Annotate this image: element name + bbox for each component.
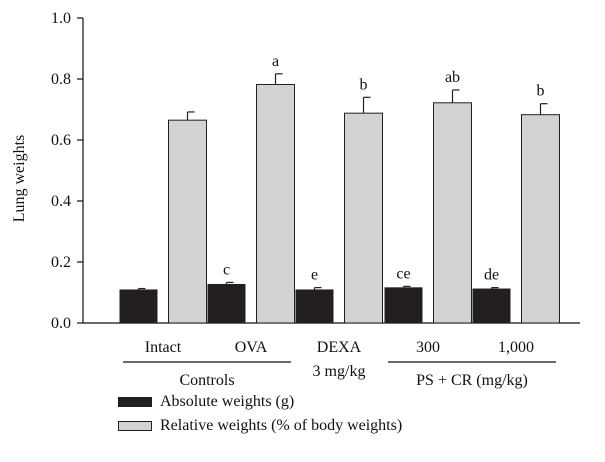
bar-absolute [119,289,158,323]
y-axis-label: Lung weights [11,135,28,223]
y-tick-label: 0.6 [51,132,71,149]
annotation-absolute: de [484,267,499,284]
x-tick-label: DEXA [317,339,362,356]
legend-swatch-relative [118,421,152,431]
y-tick-label: 0.8 [51,71,71,88]
bar-relative [256,83,295,324]
legend-item-relative: Relative weights (% of body weights) [118,417,402,435]
legend-item-absolute: Absolute weights (g) [118,393,294,411]
legend-label-absolute: Absolute weights (g) [160,393,295,410]
bar-absolute [207,283,246,323]
y-tick-label: 0.0 [51,315,71,332]
annotation-relative: ab [445,69,460,86]
bar-relative [433,102,472,324]
bar-relative [344,112,383,324]
group-label: PS + CR (mg/kg) [416,372,528,389]
y-tick-label: 0.4 [51,193,71,210]
annotation-absolute: ce [396,265,410,282]
bar-relative [521,114,560,324]
x-tick-label: 300 [416,339,440,356]
annotation-relative: b [537,83,545,100]
group-label: Controls [179,372,234,389]
bar-absolute [472,288,511,323]
legend-label-relative: Relative weights (% of body weights) [160,417,403,434]
x-tick-label: OVA [235,339,268,356]
annotation-absolute: c [223,261,230,278]
annotation-absolute: e [311,267,318,284]
bar-chart: 0.0 0.2 0.4 0.6 0.8 1.0 Lung weights Intact c a OV… [11,10,580,389]
x-tick-label: Intact [145,339,182,356]
y-tick-label: 0.2 [51,254,71,271]
annotation-relative: a [272,53,279,70]
x-tick-sublabel: 3 mg/kg [313,363,366,380]
legend-swatch-absolute [118,397,152,407]
bar-absolute [295,289,334,323]
annotation-relative: b [360,76,368,93]
x-tick-label: 1,000 [498,339,534,356]
bar-absolute [384,287,423,323]
bar-relative [168,119,207,324]
y-tick-label: 1.0 [51,10,71,27]
